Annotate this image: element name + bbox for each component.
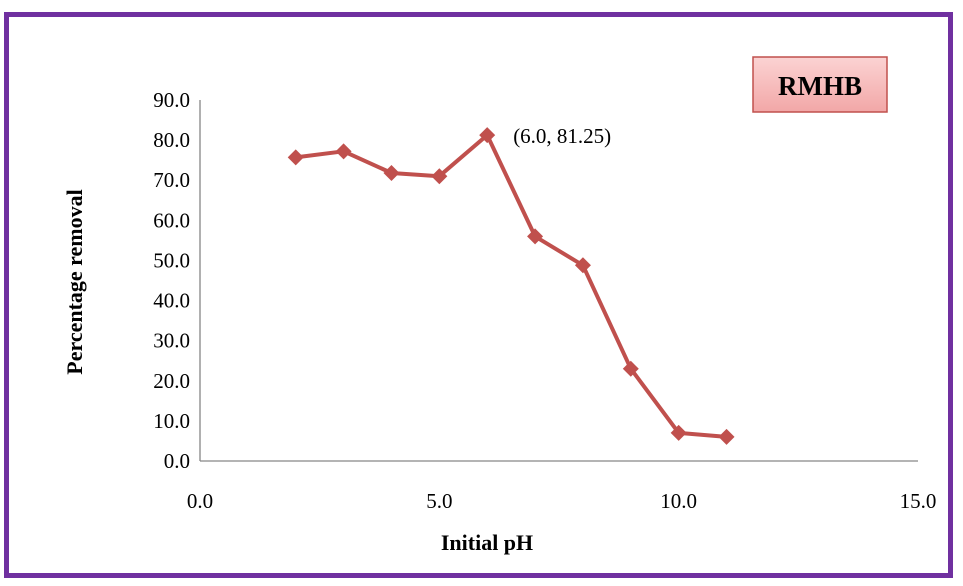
y-tick-label: 50.0 xyxy=(153,248,190,272)
y-axis-title: Percentage removal xyxy=(62,189,87,375)
badge-label: RMHB xyxy=(778,71,862,101)
series-line xyxy=(295,133,727,439)
data-point-marker xyxy=(574,257,591,274)
x-axis-title: Initial pH xyxy=(441,530,533,555)
data-point-marker xyxy=(670,424,687,441)
y-tick-label: 10.0 xyxy=(153,409,190,433)
y-tick-label: 40.0 xyxy=(153,289,190,313)
y-tick-label: 20.0 xyxy=(153,369,190,393)
y-tick-label: 60.0 xyxy=(153,208,190,232)
x-tick-label: 10.0 xyxy=(660,489,697,513)
series-layer xyxy=(287,127,735,445)
data-point-annotation: (6.0, 81.25) xyxy=(513,124,611,148)
y-tick-label: 80.0 xyxy=(153,128,190,152)
y-tick-label: 30.0 xyxy=(153,329,190,353)
x-tick-label: 0.0 xyxy=(187,489,213,513)
y-tick-labels: 0.0 10.0 20.0 30.0 40.0 50.0 60.0 70.0 80.0 90.0 xyxy=(153,88,190,473)
y-tick-label: 0.0 xyxy=(164,449,190,473)
axes xyxy=(199,100,918,462)
data-point-marker xyxy=(383,165,400,182)
x-tick-label: 15.0 xyxy=(900,489,937,513)
data-point-marker xyxy=(431,168,448,185)
data-point-marker xyxy=(287,149,304,166)
data-point-marker xyxy=(479,127,496,144)
y-tick-label: 70.0 xyxy=(153,168,190,192)
badge-box xyxy=(752,56,888,113)
data-point-marker xyxy=(335,143,352,160)
data-point-marker xyxy=(622,360,639,377)
y-tick-label: 90.0 xyxy=(153,88,190,112)
rmhb-badge: RMHB xyxy=(752,56,888,113)
x-tick-label: 5.0 xyxy=(426,489,452,513)
x-tick-labels: 0.0 5.0 10.0 15.0 xyxy=(187,489,937,513)
data-point-marker xyxy=(527,228,544,245)
data-point-marker xyxy=(718,428,735,445)
